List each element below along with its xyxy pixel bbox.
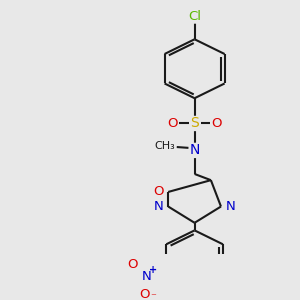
Text: O: O (153, 185, 164, 198)
Text: Cl: Cl (188, 10, 201, 23)
Text: O: O (211, 117, 222, 130)
Text: O: O (139, 288, 150, 300)
Text: N: N (189, 143, 200, 158)
Text: N: N (153, 200, 163, 213)
Text: ⁻: ⁻ (151, 292, 156, 300)
Text: +: + (149, 265, 158, 275)
Text: N: N (142, 270, 151, 283)
Text: S: S (190, 116, 199, 130)
Text: O: O (167, 117, 178, 130)
Text: O: O (127, 258, 138, 271)
Text: CH₃: CH₃ (154, 141, 175, 151)
Text: N: N (226, 200, 236, 213)
